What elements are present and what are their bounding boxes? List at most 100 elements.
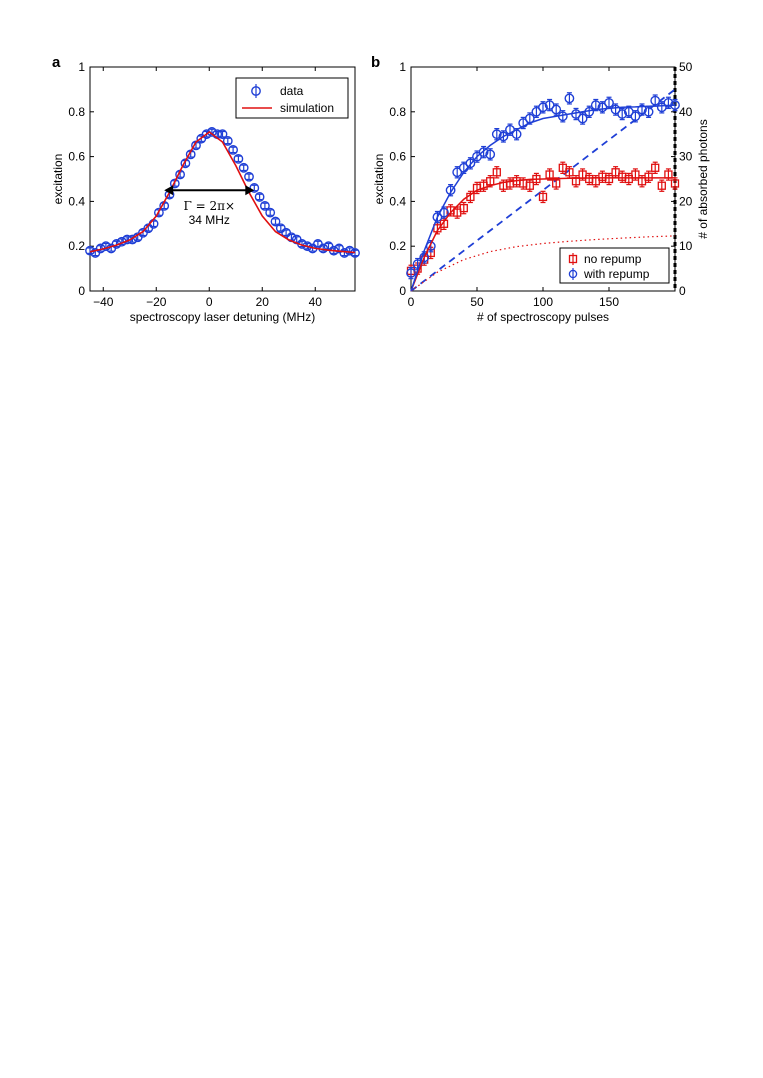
data-point [217, 129, 228, 140]
x-tick-label: −20 [146, 295, 167, 309]
data-point [265, 207, 276, 218]
with-repump-point [656, 102, 667, 113]
axes-frame [89, 66, 356, 292]
fwhm-annotation-line2: 34 MHz [189, 213, 230, 227]
no-repump-point [492, 168, 501, 177]
fwhm-arrow-head-left [164, 185, 174, 196]
legend-data-label: data [280, 84, 304, 98]
y-tick-label: 0.4 [68, 194, 85, 208]
data-point [238, 162, 249, 173]
legend-simulation-label: simulation [280, 101, 334, 115]
fwhm-arrow-head-right [245, 185, 255, 196]
y2-tick-label: 10 [679, 239, 693, 253]
with-repump-point [637, 104, 647, 115]
x-tick-label: 50 [470, 295, 484, 309]
y-tick-label: 0.6 [68, 150, 85, 164]
legend-a-box [235, 77, 349, 119]
no-repump-point [657, 181, 666, 190]
with-repump-fit-line [410, 104, 676, 292]
x-tick-label: 40 [309, 295, 323, 309]
x-tick-label: 100 [533, 295, 553, 309]
data-point [254, 192, 265, 202]
with-repump-point [406, 268, 416, 278]
no-repump-point [538, 192, 548, 202]
data-point [259, 200, 270, 211]
legend-no-repump-marker [568, 254, 578, 264]
with-repump-point [445, 185, 456, 196]
with-repump-point [544, 100, 555, 110]
x-axis-label: spectroscopy laser detuning (MHz) [130, 310, 315, 324]
no-repump-point [565, 168, 574, 177]
y-tick-label: 0 [78, 284, 85, 298]
data-point [233, 153, 244, 164]
data-point [270, 216, 281, 227]
with-repump-point [465, 158, 476, 169]
with-repump-point [432, 212, 443, 222]
y2-tick-label: 50 [679, 60, 693, 74]
no-repump-point [459, 203, 468, 213]
with-repump-point [491, 129, 502, 140]
with-repump-point [478, 147, 489, 158]
y-tick-label: 0.2 [389, 239, 406, 253]
data-point [169, 178, 180, 189]
y-tick-label: 0.4 [389, 194, 406, 208]
legend-b-box [559, 247, 670, 284]
x-tick-label: −40 [93, 295, 114, 309]
no-repump-point [479, 181, 488, 190]
no-repump-fit-line [410, 177, 675, 292]
no-repump-point [525, 181, 534, 190]
y2-tick-label: 30 [679, 150, 693, 164]
legend-with-repump-marker [568, 269, 578, 279]
no-repump-point [670, 179, 680, 188]
legend-with-repump-label: with repump [583, 267, 650, 281]
legend-a: data simulation [235, 77, 349, 119]
y-axis-label: excitation [372, 154, 386, 205]
legend-no-repump-label: no repump [584, 252, 642, 266]
no-repump-point [453, 208, 462, 217]
with-repump-point [577, 113, 588, 124]
with-repump-point [643, 106, 654, 117]
no-repump-photons-line [410, 235, 676, 292]
y-tick-label: 1 [78, 60, 85, 74]
data-point [180, 158, 191, 169]
no-repump-point [558, 163, 567, 172]
no-repump-point [604, 174, 614, 184]
no-repump-point [651, 163, 660, 172]
no-repump-point [486, 177, 495, 186]
y-axis-label: excitation [51, 154, 65, 205]
no-repump-point [552, 179, 561, 188]
with-repump-point [419, 252, 430, 263]
x-tick-label: 0 [408, 295, 415, 309]
x-tick-label: 20 [256, 295, 270, 309]
simulation-line [89, 130, 356, 254]
y2-tick-label: 40 [679, 105, 693, 119]
panel-a-plot: −40 −20 0 20 40 0 0.2 0.4 0.6 0.8 1 spectroscopy la… [51, 60, 360, 324]
with-repump-point [518, 118, 529, 128]
with-repump-point [551, 104, 562, 115]
fwhm-annotation-line1: Γ = 2π× [183, 199, 235, 213]
with-repump-point [650, 95, 661, 106]
y2-tick-label: 0 [679, 284, 686, 298]
with-repump-point [452, 167, 463, 178]
with-repump-point [485, 149, 496, 160]
panel-a: a −40 −20 0 20 40 0 0.2 0.4 0.6 0.8 1 spectroscopy … [51, 54, 360, 324]
data-point [153, 207, 164, 218]
data-point [228, 144, 239, 155]
y-tick-label: 1 [399, 60, 406, 74]
legend-data-marker [251, 86, 261, 96]
with-repump-point [630, 111, 641, 122]
with-repump-point [538, 102, 548, 113]
panel-label-a: a [52, 54, 61, 71]
y-tick-label: 0.8 [389, 105, 406, 119]
y2-tick-label: 20 [679, 194, 693, 208]
with-repump-point [617, 109, 628, 119]
with-repump-point [663, 97, 674, 108]
with-repump-point [498, 131, 509, 142]
y2-axis-label: # of absorbed photons [696, 119, 710, 238]
no-repump-point [545, 170, 554, 179]
panel-label-b: b [371, 54, 380, 71]
